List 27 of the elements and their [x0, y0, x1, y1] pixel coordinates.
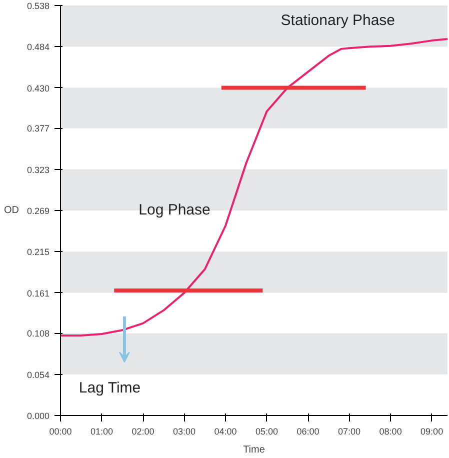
x-axis-title: Time	[243, 444, 266, 456]
x-tick-label: 05:00	[256, 426, 278, 436]
x-tick-label: 09:00	[420, 426, 444, 436]
y-tick-label: 0.430	[26, 83, 50, 94]
annotation: Stationary Phase	[280, 12, 396, 29]
y-tick-label: 0.215	[26, 247, 50, 258]
x-tick-label: 00:00	[49, 426, 72, 436]
x-tick-label: 04:00	[214, 426, 237, 436]
y-tick-label: 0.161	[26, 288, 50, 298]
y-tick-label: 0.538	[26, 1, 50, 11]
y-tick-label: 0.269	[26, 206, 50, 216]
y-tick-label: 0.108	[26, 328, 50, 339]
x-tick-label: 01:00	[90, 426, 114, 436]
y-tick-label: 0.000	[26, 411, 50, 421]
annotation: Log Phase	[138, 202, 210, 219]
x-tick-label: 07:00	[338, 426, 361, 436]
y-tick-label: 0.484	[26, 42, 50, 52]
y-tick-label: 0.377	[26, 124, 50, 134]
y-tick-label: 0.323	[26, 164, 50, 175]
x-tick-label: 03:00	[173, 426, 196, 436]
line-series	[60, 38, 448, 336]
x-tick-label: 08:00	[379, 426, 402, 436]
y-axis-title: OD	[4, 205, 19, 216]
x-tick-label: 06:00	[296, 426, 320, 436]
y-tick-label: 0.054	[26, 370, 50, 380]
x-tick-label: 02:00	[132, 426, 154, 436]
annotation: Lag Time	[78, 379, 141, 396]
